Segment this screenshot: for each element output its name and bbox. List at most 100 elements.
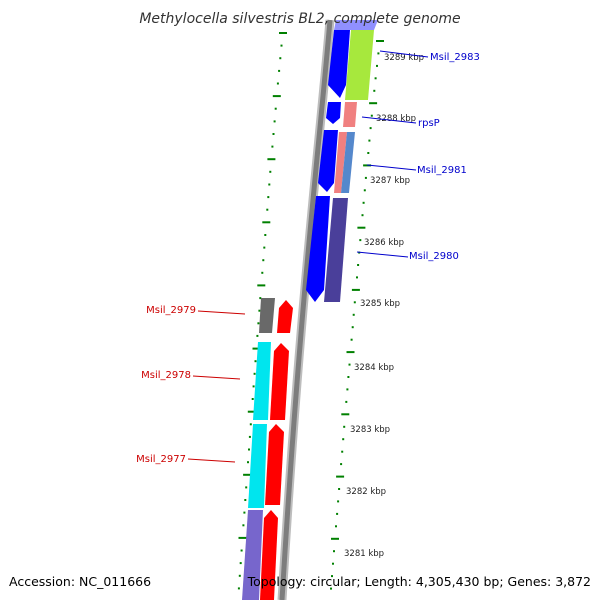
gene-msil-2979-cds[interactable] — [277, 300, 293, 333]
major-tick — [346, 351, 355, 354]
gene-msil-2978-product[interactable] — [253, 342, 271, 420]
label-leader — [379, 50, 429, 58]
gene-label-msil-2979[interactable]: Msil_2979 — [146, 305, 196, 316]
minor-tick — [332, 562, 334, 565]
minus-gene-labels: Msil_2979 Msil_2978 Msil_2977 — [136, 305, 246, 465]
gene-msil-2979-product[interactable] — [259, 298, 275, 333]
minor-tick — [343, 425, 346, 428]
minor-tick — [258, 309, 261, 312]
minor-tick — [259, 297, 262, 300]
label-leader — [187, 458, 236, 463]
minor-tick — [257, 322, 260, 325]
minor-tick — [278, 69, 281, 72]
gene-rpsp-product[interactable] — [343, 102, 357, 127]
minor-tick — [330, 587, 332, 590]
kbp-label: 3287 kbp — [370, 176, 410, 186]
minor-tick — [252, 385, 255, 388]
minor-tick — [376, 64, 378, 67]
minor-tick — [370, 114, 373, 117]
kbp-scale: 3289 kbp 3288 kbp 3287 kbp 3286 kbp 3285… — [344, 53, 424, 559]
gene-label-msil-2980[interactable]: Msil_2980 — [409, 251, 459, 262]
gene-msil-2978-cds[interactable] — [270, 343, 289, 420]
minor-tick — [238, 574, 241, 577]
minor-tick — [254, 360, 257, 363]
gene-rpsp-cds[interactable] — [326, 102, 341, 124]
minor-tick — [243, 511, 246, 514]
minor-tick — [352, 313, 355, 316]
minor-tick — [240, 549, 243, 552]
gene-label-msil-2981[interactable]: Msil_2981 — [417, 165, 467, 176]
gene-label-rpsp[interactable]: rpsP — [418, 118, 440, 129]
label-leader — [361, 116, 417, 124]
accession-text: Accession: NC_011666 — [9, 574, 151, 589]
gene-label-msil-2977[interactable]: Msil_2977 — [136, 454, 186, 465]
minor-tick — [348, 363, 351, 366]
label-leader — [366, 164, 417, 171]
gene-msil-2981-product-b[interactable] — [341, 132, 355, 193]
major-tick — [341, 413, 350, 416]
minor-tick — [363, 189, 366, 192]
minor-tick — [333, 550, 335, 553]
major-tick — [331, 537, 339, 540]
minor-tick — [261, 271, 264, 274]
gene-lower-product[interactable] — [242, 510, 263, 600]
gene-msil-2977-cds[interactable] — [265, 424, 284, 505]
minor-tick — [269, 170, 272, 173]
minor-tick — [345, 400, 348, 403]
minor-tick — [263, 246, 266, 249]
kbp-label: 3281 kbp — [344, 549, 384, 559]
gene-msil-2983-cds[interactable] — [328, 30, 350, 98]
minor-tick — [364, 176, 367, 179]
minor-tick — [267, 196, 270, 199]
gene-msil-2983-top[interactable] — [334, 20, 378, 30]
major-tick — [238, 536, 247, 539]
minor-tick — [342, 438, 345, 441]
major-tick — [272, 95, 281, 98]
minor-tick — [273, 120, 276, 123]
minor-tick — [347, 376, 350, 378]
kbp-label: 3286 kbp — [364, 238, 404, 248]
major-tick — [267, 158, 276, 161]
minor-tick — [346, 388, 349, 391]
minor-tick — [359, 239, 362, 242]
minor-tick — [356, 276, 358, 279]
major-tick — [376, 40, 384, 42]
major-tick — [279, 32, 287, 34]
minor-tick — [247, 461, 249, 464]
kbp-label: 3282 kbp — [346, 487, 386, 497]
gene-label-msil-2983[interactable]: Msil_2983 — [430, 52, 480, 63]
minor-tick — [341, 450, 344, 453]
minor-tick — [271, 145, 274, 148]
minor-tick — [350, 338, 353, 341]
map-title: Methylocella silvestris BL2, complete ge… — [139, 11, 460, 27]
gene-msil-2981-product-a[interactable] — [334, 132, 347, 193]
kbp-label: 3289 kbp — [384, 53, 424, 63]
minor-tick — [239, 562, 242, 565]
gene-msil-2980-product[interactable] — [324, 198, 348, 302]
kbp-label: 3284 kbp — [354, 363, 394, 373]
gene-msil-2980-cds[interactable] — [306, 196, 330, 302]
major-tick — [257, 284, 266, 287]
gene-msil-2981-cds[interactable] — [318, 130, 338, 192]
minor-tick — [369, 127, 372, 130]
minor-tick — [262, 259, 265, 262]
major-tick — [262, 221, 271, 224]
gene-msil-2977-product[interactable] — [248, 424, 267, 508]
kbp-label: 3283 kbp — [350, 425, 390, 435]
minor-tick — [274, 107, 277, 110]
gene-label-msil-2978[interactable]: Msil_2978 — [141, 370, 191, 381]
kbp-label: 3285 kbp — [360, 299, 400, 309]
minor-tick — [249, 423, 252, 426]
minor-tick — [253, 372, 256, 375]
gene-lower-cds[interactable] — [260, 510, 278, 600]
topology-text: Topology: circular; Length: 4,305,430 bp… — [247, 574, 591, 589]
gene-msil-2983-product[interactable] — [345, 30, 374, 100]
minor-tick — [272, 133, 275, 135]
plus-gene-labels: Msil_2983 rpsP Msil_2981 Msil_2980 — [356, 50, 480, 262]
minor-tick — [266, 208, 269, 211]
outer-tick-track — [237, 32, 287, 590]
minor-tick — [374, 77, 377, 80]
inner-tick-track — [330, 40, 384, 590]
minor-tick — [331, 575, 333, 578]
